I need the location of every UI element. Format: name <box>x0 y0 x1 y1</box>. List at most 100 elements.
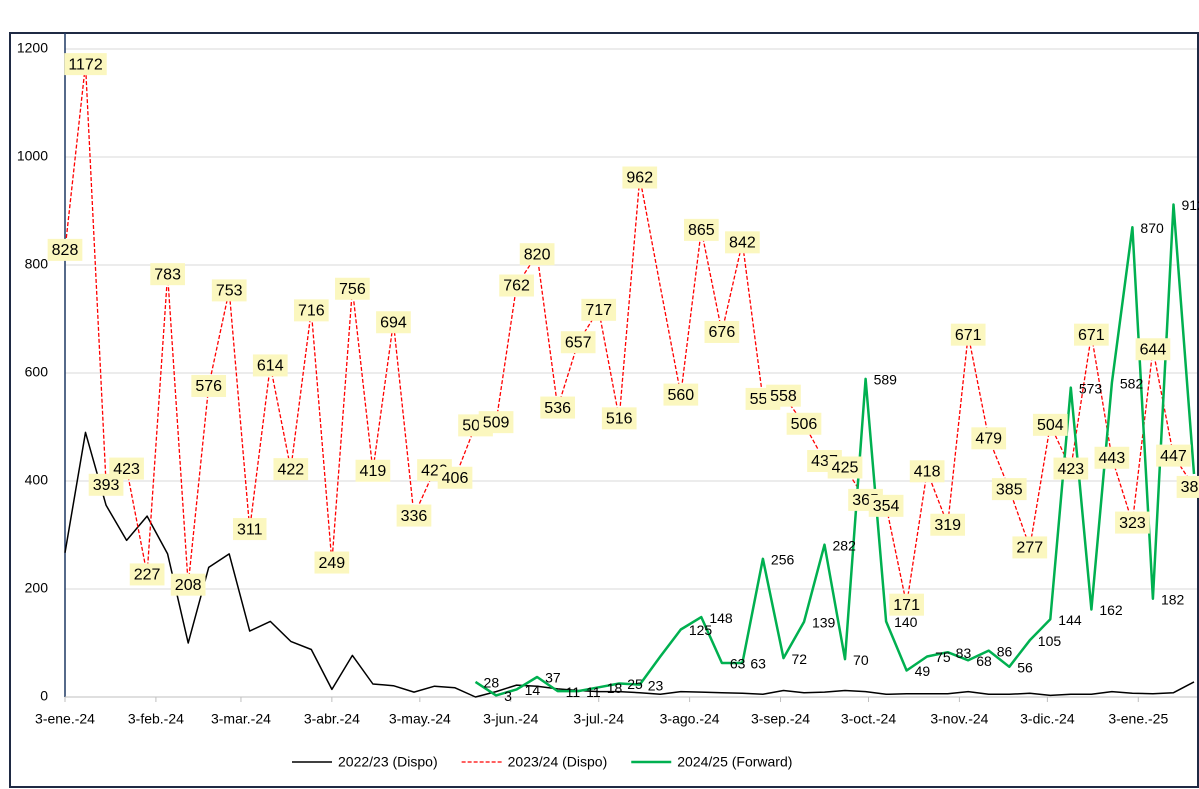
data-label: 560 <box>667 387 694 404</box>
data-label-box: 249 <box>314 551 350 574</box>
data-label: 336 <box>401 508 428 525</box>
data-label-box: 694 <box>376 311 411 334</box>
x-tick-label: 3-nov.-24 <box>930 711 988 727</box>
label-background <box>766 384 801 407</box>
data-label: 423 <box>113 461 140 478</box>
data-label: 227 <box>134 567 161 584</box>
data-label: 573 <box>1079 380 1103 396</box>
data-label: 589 <box>874 372 898 388</box>
data-label: 783 <box>154 266 181 283</box>
label-background <box>129 563 165 586</box>
data-label: 716 <box>298 303 325 320</box>
x-tick-label: 3-oct.-24 <box>841 711 896 727</box>
data-label-box: 716 <box>293 299 329 322</box>
data-label-box: 504 <box>1032 413 1068 436</box>
data-label-box: 783 <box>150 263 185 286</box>
label-background <box>109 457 144 480</box>
label-background <box>827 456 863 479</box>
legend-label: 2024/25 (Forward) <box>677 754 792 770</box>
data-label-box: 277 <box>1012 536 1048 559</box>
data-label: 3 <box>504 688 512 704</box>
data-label-box: 336 <box>396 504 432 527</box>
data-label: 208 <box>175 577 202 594</box>
y-tick-label: 200 <box>25 580 49 596</box>
data-label: 323 <box>1119 515 1146 532</box>
data-label: 582 <box>1120 375 1144 391</box>
x-tick-label: 3-sep.-24 <box>751 711 810 727</box>
x-tick-label: 3-may.-24 <box>389 711 451 727</box>
y-tick-label: 1200 <box>17 40 48 56</box>
label-background <box>376 311 411 334</box>
data-label-box: 753 <box>211 279 247 302</box>
data-label: 536 <box>544 400 571 417</box>
data-label-box: 671 <box>1074 323 1109 346</box>
data-label: 11 <box>566 684 581 700</box>
data-label-box: 208 <box>170 573 206 596</box>
x-tick-label: 3-mar.-24 <box>211 711 271 727</box>
label-background <box>581 298 617 321</box>
label-background <box>519 243 555 266</box>
data-label: 11 <box>586 684 601 700</box>
data-label: 614 <box>257 358 284 375</box>
data-label-box: 423 <box>109 457 144 480</box>
data-label: 23 <box>648 677 664 693</box>
data-label: 282 <box>833 537 857 553</box>
data-label: 1172 <box>68 56 103 73</box>
data-label: 504 <box>1037 417 1064 434</box>
data-label: 385 <box>996 481 1023 498</box>
label-background <box>683 218 719 241</box>
data-label-box: 506 <box>786 412 822 435</box>
data-label-box: 354 <box>868 494 904 517</box>
label-background <box>1156 444 1191 467</box>
label-background <box>540 396 576 419</box>
label-background <box>663 383 699 406</box>
legend: 2022/23 (Dispo) 2023/24 (Dispo) 2024/25 (F… <box>292 754 792 770</box>
data-label: 63 <box>730 656 746 672</box>
data-label: 828 <box>52 242 79 259</box>
data-label-box: 447 <box>1156 444 1191 467</box>
data-label-box: 671 <box>950 323 986 346</box>
label-background <box>499 274 534 297</box>
data-label: 509 <box>483 414 510 431</box>
data-label-box: 509 <box>478 411 514 434</box>
data-label: 182 <box>1161 591 1185 607</box>
data-label: 694 <box>380 314 407 331</box>
y-tick-label: 1000 <box>17 148 48 164</box>
data-label-box: 756 <box>335 277 370 300</box>
data-label-box: 558 <box>766 384 801 407</box>
data-label-box: 676 <box>704 320 740 343</box>
data-label-box: 323 <box>1115 511 1150 534</box>
data-label: 18 <box>607 680 623 696</box>
data-label: 865 <box>688 222 715 239</box>
data-label: 70 <box>853 652 869 668</box>
data-label: 820 <box>524 246 551 263</box>
data-label: 277 <box>1016 540 1043 557</box>
data-label: 171 <box>893 597 920 614</box>
label-background <box>273 458 309 481</box>
label-background <box>1012 536 1048 559</box>
data-label: 962 <box>626 170 653 187</box>
label-background <box>622 166 658 189</box>
x-tick-label: 3-dic.-24 <box>1020 711 1075 727</box>
data-label: 671 <box>955 327 982 344</box>
y-tick-label: 400 <box>25 472 49 488</box>
data-label: 83 <box>956 645 972 661</box>
label-background <box>170 573 206 596</box>
data-label: 354 <box>873 498 900 515</box>
data-label: 68 <box>976 653 992 669</box>
x-tick-label: 3-abr.-24 <box>304 711 360 727</box>
data-label: 418 <box>914 463 941 480</box>
data-label: 644 <box>1140 341 1167 358</box>
data-label: 256 <box>771 551 795 567</box>
legend-label: 2022/23 (Dispo) <box>338 754 438 770</box>
label-background <box>1074 323 1109 346</box>
data-label: 249 <box>319 555 346 572</box>
data-label-box: 865 <box>683 218 719 241</box>
x-tick-label: 3-feb.-24 <box>128 711 184 727</box>
label-background <box>335 277 370 300</box>
label-background <box>1176 475 1199 498</box>
label-background <box>950 323 986 346</box>
label-background <box>1053 457 1089 480</box>
data-label: 319 <box>934 517 961 534</box>
